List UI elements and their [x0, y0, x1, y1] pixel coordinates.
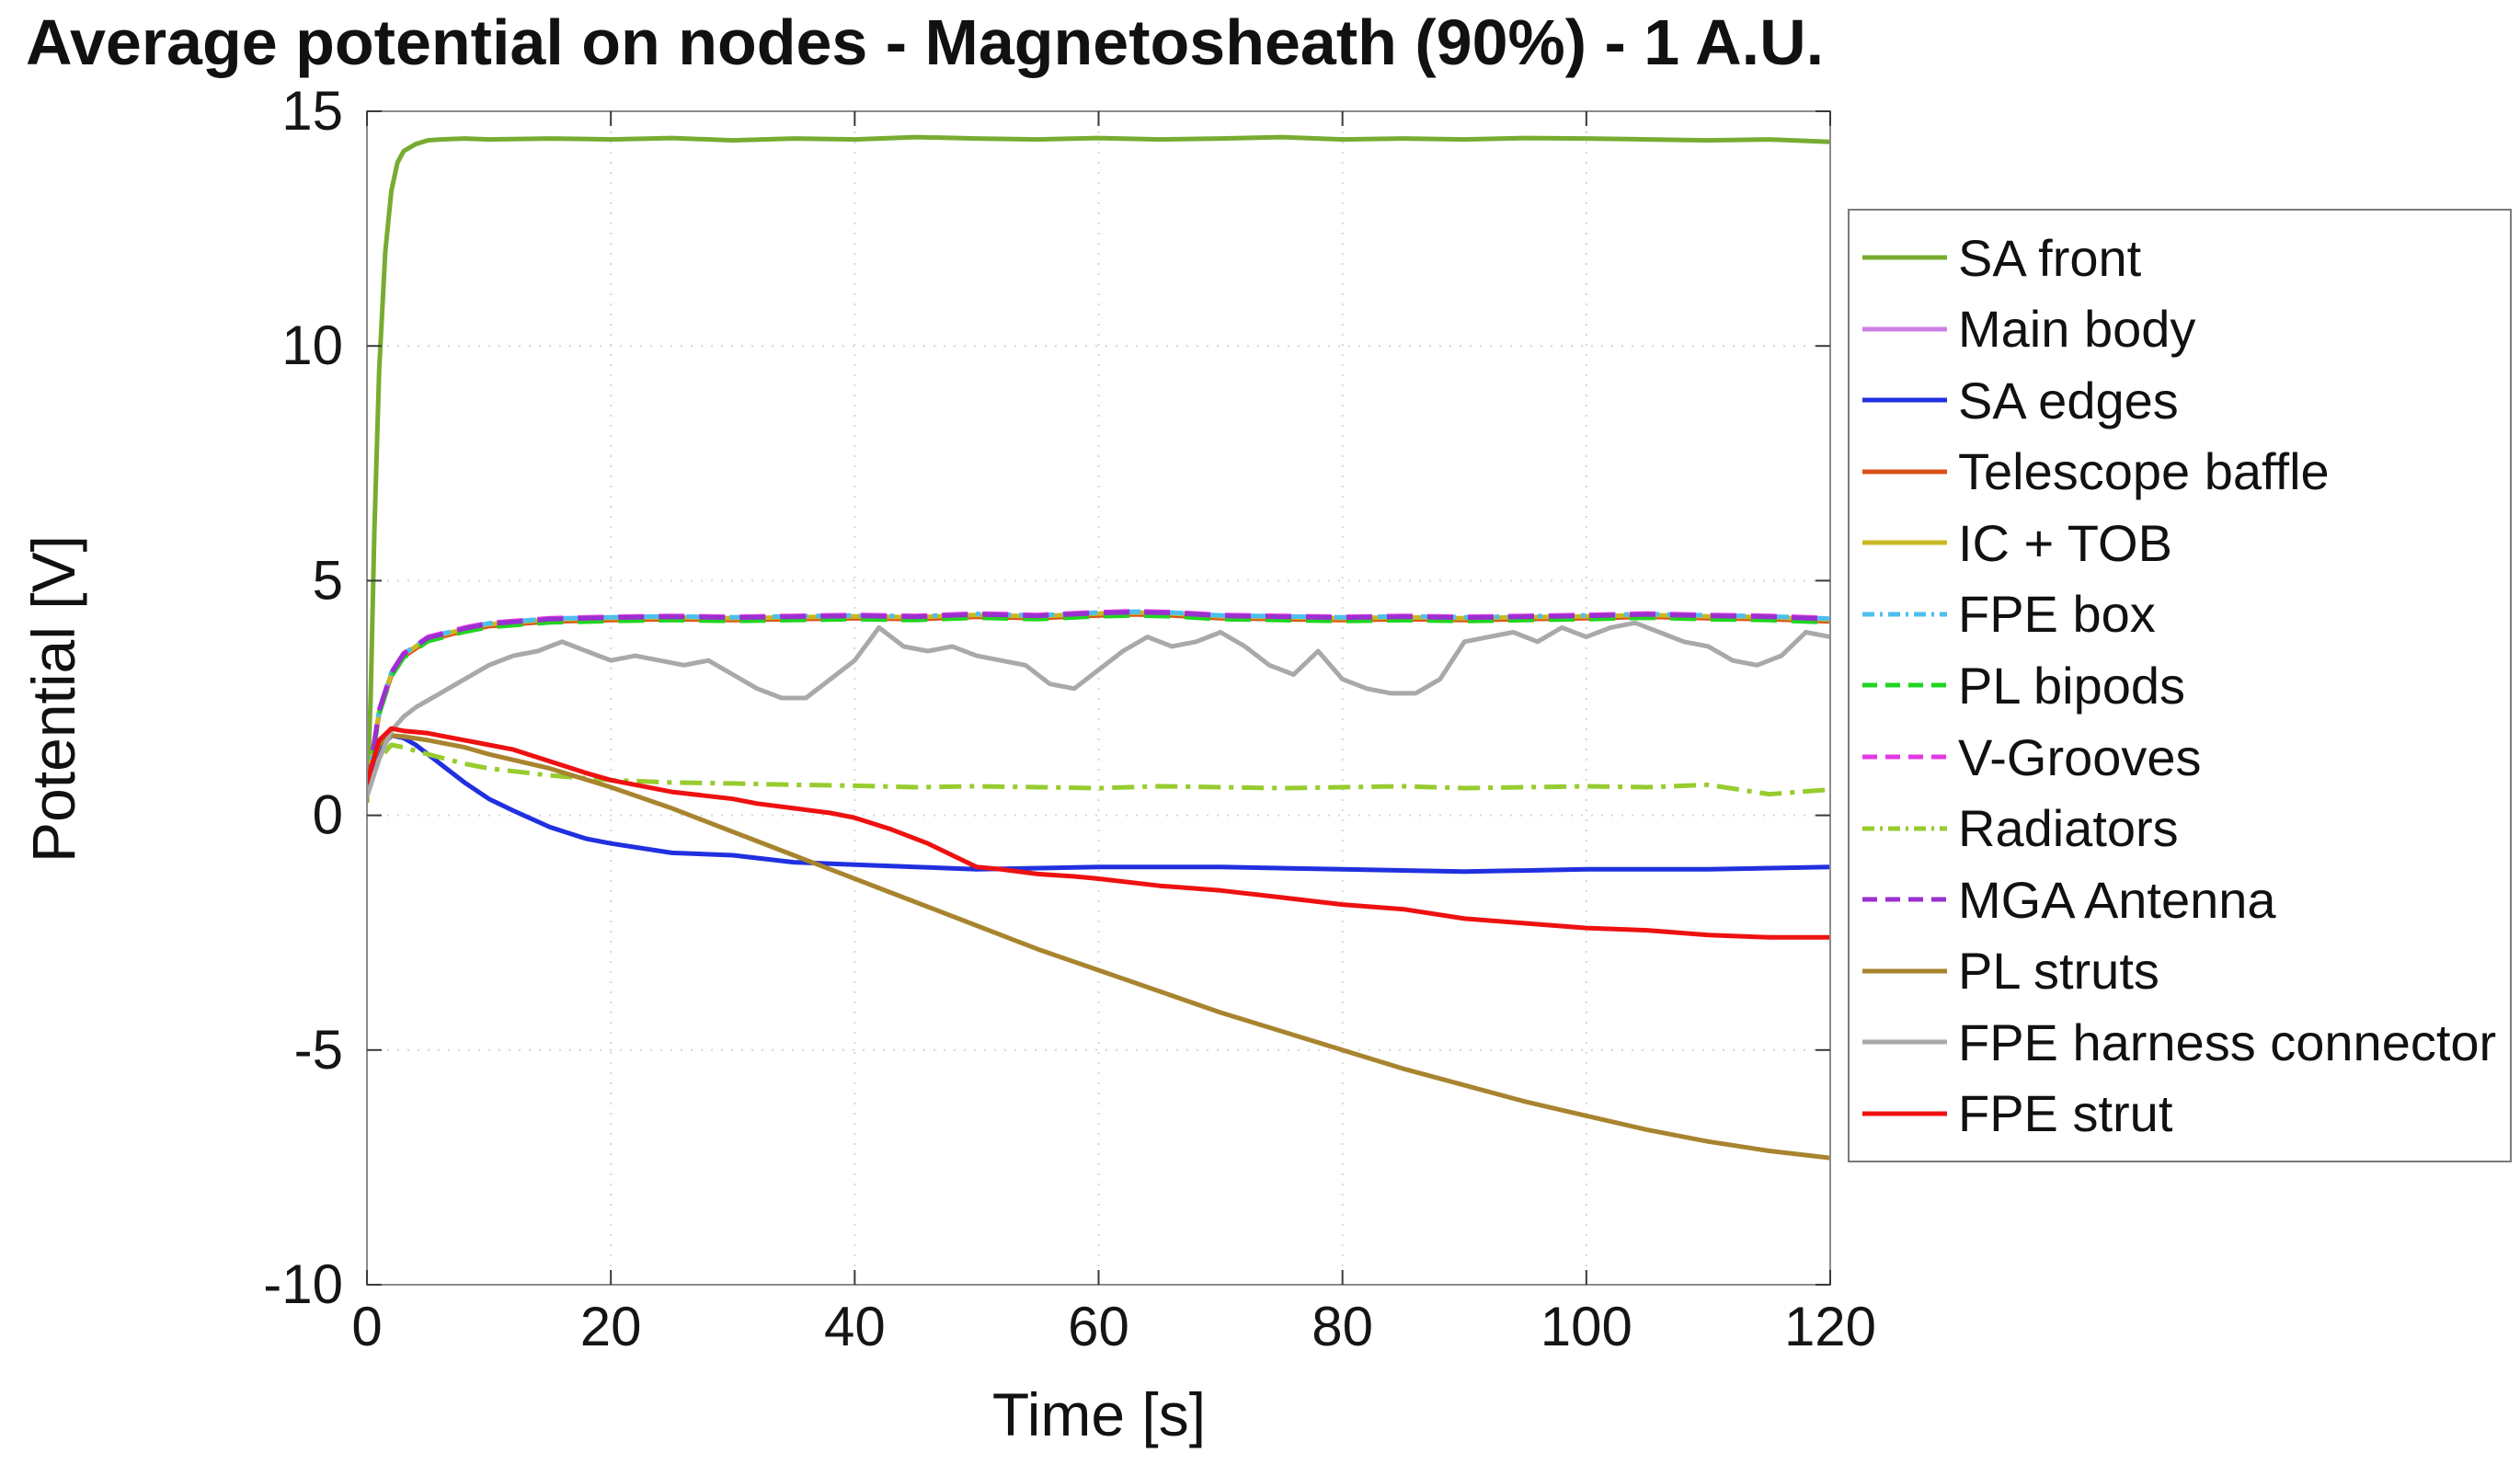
x-tick-label: 100	[1541, 1296, 1632, 1357]
legend-item-label: Main body	[1958, 300, 2196, 359]
chart-title: Average potential on nodes - Magnetoshea…	[26, 6, 1825, 78]
series-line-sa-edges	[367, 733, 1830, 875]
legend-line-sample	[1862, 682, 1947, 688]
y-tick-label: 0	[313, 784, 343, 846]
legend-line-sample	[1862, 469, 1947, 475]
x-tick-label: 40	[824, 1296, 886, 1357]
legend-item-label: FPE strut	[1958, 1084, 2173, 1143]
legend-item-label: PL bipods	[1958, 656, 2185, 715]
legend-line-sample	[1862, 968, 1947, 974]
legend-item-label: PL struts	[1958, 942, 2159, 1001]
x-tick-label: 20	[580, 1296, 642, 1357]
legend-line-sample	[1862, 826, 1947, 831]
legend-line-sample	[1862, 255, 1947, 260]
legend-item-label: FPE harness connector	[1958, 1013, 2497, 1071]
legend-item: MGA Antenna	[1861, 870, 2504, 930]
legend-item: V-Grooves	[1861, 727, 2504, 787]
legend-item-label: MGA Antenna	[1958, 870, 2276, 929]
legend: SA front Main body SA edges Telescope baffl…	[1848, 209, 2512, 1162]
y-tick-label: -5	[294, 1019, 343, 1081]
legend-item-label: V-Grooves	[1958, 727, 2202, 786]
series-line-sa-front	[367, 134, 1830, 804]
series-line-fpe-harness-connector	[367, 620, 1830, 799]
legend-item: Main body	[1861, 299, 2504, 359]
legend-item: SA edges	[1861, 371, 2504, 430]
legend-item: FPE strut	[1861, 1083, 2504, 1143]
legend-item: Radiators	[1861, 798, 2504, 858]
series-line-fpe-strut	[367, 726, 1830, 940]
x-tick-label: 0	[351, 1296, 382, 1357]
legend-item-label: FPE box	[1958, 585, 2156, 644]
series-line-pl-struts	[367, 733, 1830, 1161]
legend-item: IC + TOB	[1861, 513, 2504, 573]
series-line-mga-antenna	[367, 610, 1830, 791]
legend-line-sample	[1862, 1039, 1947, 1045]
x-axis-label: Time [s]	[991, 1380, 1207, 1448]
legend-item-label: Telescope baffle	[1958, 442, 2330, 501]
y-tick-label: 5	[313, 549, 343, 611]
series-line-radiators	[367, 742, 1830, 797]
legend-line-sample	[1862, 397, 1947, 403]
x-tick-label: 80	[1312, 1296, 1373, 1357]
legend-item: FPE box	[1861, 584, 2504, 644]
legend-item-label: Radiators	[1958, 799, 2179, 858]
x-tick-label: 60	[1068, 1296, 1129, 1357]
legend-line-sample	[1862, 1111, 1947, 1116]
y-tick-label: 15	[281, 80, 343, 142]
legend-item-label: IC + TOB	[1958, 513, 2172, 572]
legend-item: FPE harness connector	[1861, 1013, 2504, 1072]
legend-item: SA front	[1861, 228, 2504, 288]
y-tick-label: -10	[263, 1253, 343, 1315]
series-line-ic-tob	[367, 610, 1830, 794]
legend-line-sample	[1862, 897, 1947, 902]
series-line-telescope-baffle	[367, 612, 1830, 795]
legend-item: PL bipods	[1861, 656, 2504, 715]
legend-item-label: SA edges	[1958, 371, 2179, 429]
legend-line-sample	[1862, 754, 1947, 760]
series-line-main-body	[367, 611, 1830, 795]
legend-item: PL struts	[1861, 941, 2504, 1001]
legend-line-sample	[1862, 612, 1947, 617]
legend-item-label: SA front	[1958, 228, 2142, 287]
series-line-pl-bipods	[367, 612, 1830, 795]
y-tick-label: 10	[281, 315, 343, 376]
x-tick-label: 120	[1784, 1296, 1876, 1357]
legend-line-sample	[1862, 540, 1947, 545]
legend-item: Telescope baffle	[1861, 441, 2504, 501]
legend-line-sample	[1862, 326, 1947, 332]
